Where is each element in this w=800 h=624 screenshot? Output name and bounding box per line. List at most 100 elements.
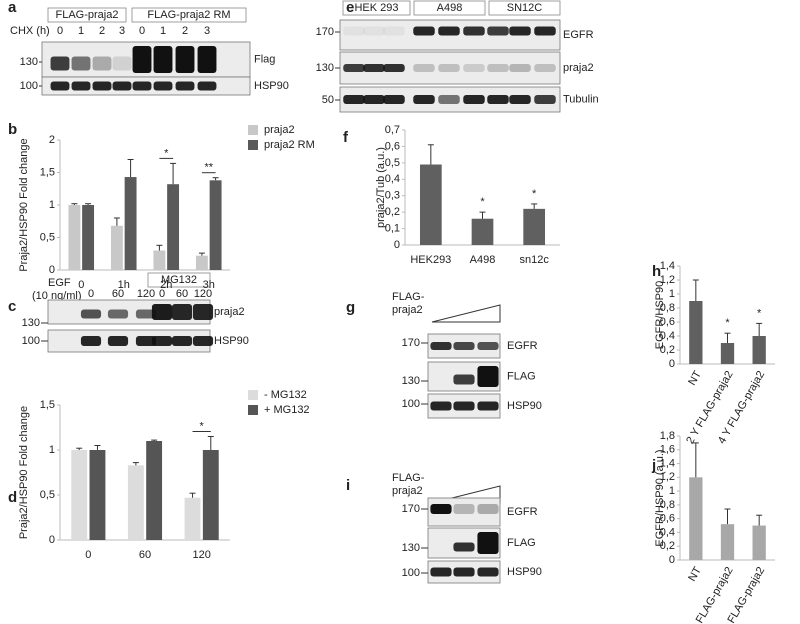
group-label: SN12C [507, 2, 543, 14]
mw-label: 130 [22, 317, 40, 329]
y-tick-label: 1 [49, 444, 55, 456]
band-label: Tubulin [563, 93, 599, 105]
lane-label: 120 [137, 288, 155, 300]
legend-label: - MG132 [264, 389, 307, 401]
group-label: MG132 [161, 274, 197, 286]
x-tick-label: A498 [470, 254, 496, 266]
bar [71, 450, 88, 540]
blot-band [343, 26, 365, 36]
error-bar [479, 211, 486, 219]
blot-band [477, 366, 499, 387]
y-tick-label: 0,2 [385, 206, 400, 218]
error-bar [724, 508, 731, 525]
error-bar [94, 445, 101, 450]
error-bar [756, 322, 763, 336]
bar [127, 465, 144, 540]
y-axis-label: Praja2/HSP90 Fold change [18, 406, 30, 539]
group-label: FLAG-praja2 [56, 9, 119, 21]
legend-label: praja2 [264, 124, 295, 136]
bar [89, 450, 106, 540]
condition-label: FLAG- [392, 291, 425, 303]
lane-label: 120 [194, 288, 212, 300]
error-bar [76, 447, 83, 450]
y-tick-label: 1,2 [660, 471, 675, 483]
mw-label: 50 [322, 94, 334, 106]
y-tick-label: 0 [669, 554, 675, 566]
mw-label: 100 [402, 398, 420, 410]
blot-band [453, 542, 475, 552]
blot-band [413, 95, 435, 104]
mw-label: 100 [22, 335, 40, 347]
mw-label: 170 [316, 26, 334, 38]
mw-label: 170 [402, 337, 420, 349]
panel-label: g [346, 299, 355, 316]
blot-band [430, 401, 452, 411]
band-label: praja2 [563, 62, 594, 74]
panel-label: e [346, 0, 354, 16]
y-tick-label: 0,7 [385, 124, 400, 136]
band-label: Flag [254, 53, 275, 65]
group-box [147, 272, 211, 288]
x-tick-label: 0 [78, 279, 84, 291]
blot-band [487, 26, 509, 36]
y-tick-label: 2 [49, 134, 55, 146]
x-tick-label: 120 [192, 549, 210, 561]
error-bar [151, 439, 158, 441]
lane-label: 2 [182, 25, 188, 37]
blot-band [477, 401, 499, 411]
blot-band [363, 64, 385, 72]
error-bar [189, 492, 196, 498]
blot-band [453, 401, 475, 411]
blot-band [534, 95, 556, 104]
legend-label: + MG132 [264, 404, 310, 416]
panel-label: i [346, 477, 350, 494]
y-tick-label: 0,3 [385, 190, 400, 202]
error-bar [692, 279, 699, 301]
blot-band [153, 81, 173, 91]
bar [195, 255, 208, 270]
x-tick-label: sn12c [519, 254, 549, 266]
x-tick-label: 60 [139, 549, 151, 561]
lane-label: 1 [160, 25, 166, 37]
y-tick-label: 0,1 [385, 222, 400, 234]
lane-label: 3 [119, 25, 125, 37]
y-axis-label: praja2/Tub (a.u.) [375, 147, 387, 228]
bar [82, 205, 95, 270]
mw-label: 130 [316, 62, 334, 74]
y-axis-label: EGFR/HSP90 [654, 281, 666, 349]
x-tick-label: 3h [203, 279, 215, 291]
lane-label: 60 [112, 288, 124, 300]
lane-label: 0 [139, 25, 145, 37]
blot-band [453, 567, 475, 577]
mw-label: 100 [402, 567, 420, 579]
panel-label: f [343, 129, 349, 146]
group-box [413, 0, 486, 16]
bar [752, 336, 766, 364]
x-tick-label: NT [686, 369, 704, 388]
blot-band [151, 304, 173, 320]
y-tick-label: 0 [669, 358, 675, 370]
blot-band [477, 567, 499, 577]
blot-band [363, 95, 385, 104]
x-tick-label: 0 [85, 549, 91, 561]
panel-label: j [651, 457, 656, 474]
condition-label: (10 ng/ml) [32, 290, 82, 302]
mw-label: 130 [402, 542, 420, 554]
error-bar [113, 217, 120, 226]
panel-label: a [8, 0, 17, 16]
blot-band [438, 26, 460, 36]
blot-band [171, 304, 193, 320]
blot-band [132, 46, 152, 73]
condition-label: praja2 [392, 485, 423, 497]
blot-band [477, 504, 499, 514]
blot-band [80, 336, 102, 346]
bar [68, 205, 81, 270]
significance-label: * [200, 420, 205, 432]
blot-band [430, 504, 452, 514]
group-box [47, 7, 127, 23]
error-bar [212, 177, 219, 181]
blot-band [50, 56, 70, 71]
blot-band [80, 309, 102, 319]
group-box [488, 0, 561, 16]
band-label: EGFR [507, 340, 538, 352]
